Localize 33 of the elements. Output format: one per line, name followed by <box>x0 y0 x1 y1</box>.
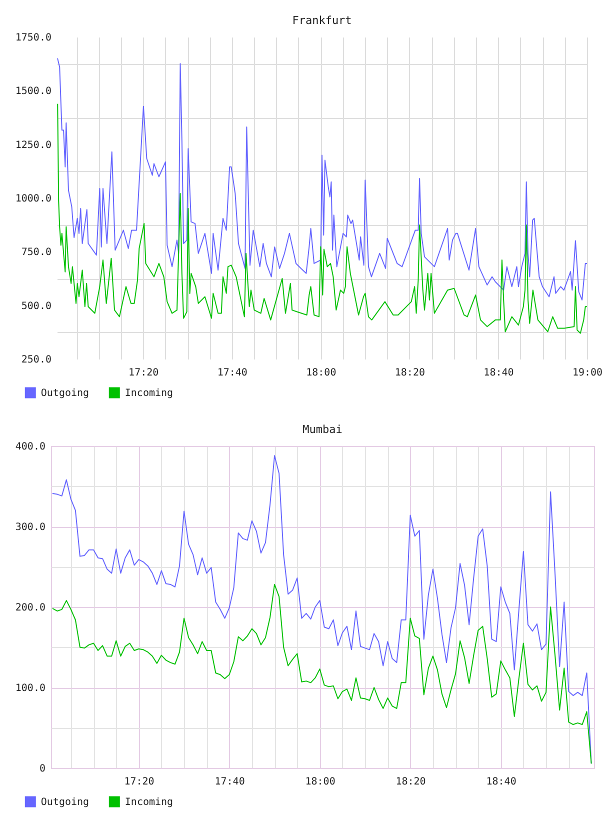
line-series <box>52 584 592 764</box>
line-series <box>52 455 592 764</box>
x-tick-label: 17:20 <box>128 368 159 378</box>
y-tick-label: 250.0 <box>21 354 52 366</box>
line-series <box>57 58 587 300</box>
y-tick-label: 500.0 <box>21 300 52 312</box>
chart-title: Frankfurt <box>292 14 352 27</box>
x-tick-label: 18:00 <box>306 368 336 378</box>
y-tick-label: 100.0 <box>15 683 46 694</box>
x-tick-label: 18:20 <box>396 776 426 788</box>
y-tick-label: 1500.0 <box>15 86 52 98</box>
y-tick-label: 1250.0 <box>15 140 52 151</box>
legend-label: Incoming <box>124 796 174 808</box>
y-tick-label: 200.0 <box>15 602 46 614</box>
chart-title: Mumbai <box>302 423 342 436</box>
y-tick-label: 1000.0 <box>15 194 52 204</box>
y-tick-label: 750.0 <box>21 247 52 258</box>
x-tick-label: 17:20 <box>124 776 154 788</box>
y-tick-label: 300.0 <box>15 522 46 533</box>
x-tick-label: 18:40 <box>484 368 514 378</box>
x-tick-label: 17:40 <box>217 368 248 378</box>
line-series <box>57 104 587 334</box>
x-tick-label: 18:00 <box>305 776 336 788</box>
y-tick-label: 400.0 <box>15 442 46 452</box>
legend-label: Outgoing <box>40 796 90 808</box>
y-tick-label: 0 <box>39 764 46 774</box>
y-tick-label: 1750.0 <box>15 32 52 44</box>
legend-label: Outgoing <box>40 388 90 399</box>
legend-label: Incoming <box>124 388 174 399</box>
x-tick-label: 17:40 <box>214 776 245 788</box>
x-tick-label: 18:20 <box>394 368 425 378</box>
x-tick-label: 19:00 <box>572 368 603 378</box>
x-tick-label: 18:40 <box>486 776 516 788</box>
